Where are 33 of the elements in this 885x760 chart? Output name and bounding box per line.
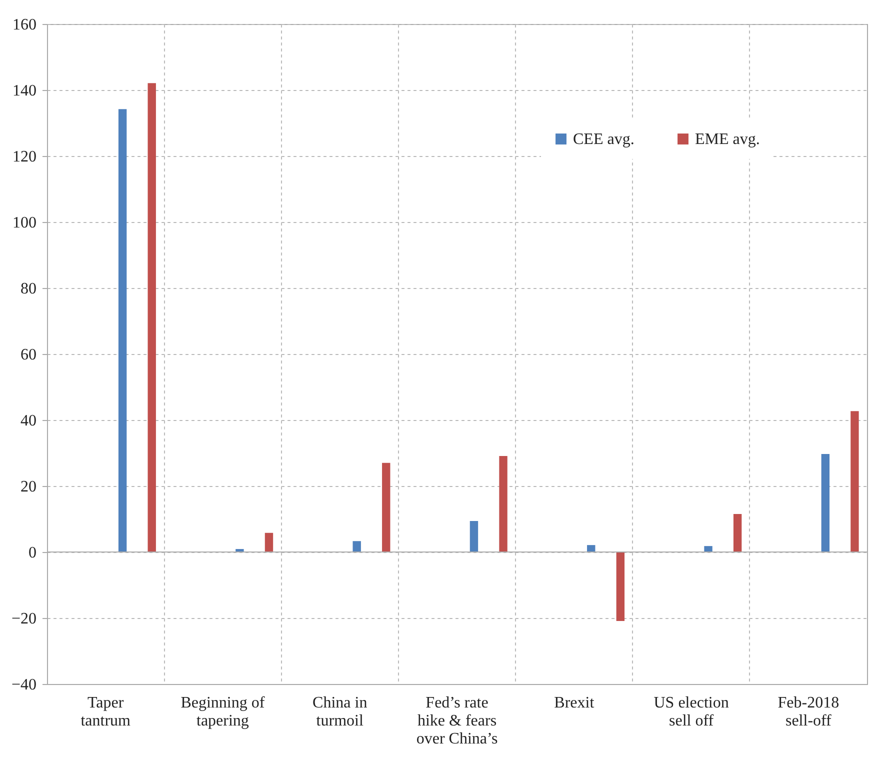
bar — [733, 514, 742, 552]
bar — [499, 456, 508, 552]
bar — [850, 411, 859, 552]
y-tick-label: 60 — [20, 346, 36, 364]
y-tick-label: 160 — [12, 16, 36, 34]
y-tick-label: 40 — [20, 412, 36, 430]
legend-label: EME avg. — [695, 131, 760, 148]
bar — [704, 546, 712, 552]
x-tick-label: US election sell off — [654, 694, 729, 730]
y-tick-label: 0 — [28, 544, 36, 562]
y-tick-label: 120 — [12, 148, 36, 166]
bar — [382, 462, 390, 552]
x-tick-label: Feb-2018 sell-off — [778, 694, 840, 730]
x-tick-label: Brexit — [554, 694, 595, 712]
x-tick-label: China in turmoil — [312, 694, 368, 730]
x-tick-label: Taper tantrum — [80, 694, 132, 730]
bar — [470, 520, 478, 552]
y-tick-label: 80 — [20, 280, 36, 298]
y-tick-label: −20 — [11, 610, 36, 628]
x-tick-label: Fed’s rate hike & fears over China’s — [416, 694, 498, 748]
bar — [118, 109, 127, 552]
bar — [587, 545, 596, 552]
y-tick-label: 100 — [12, 214, 36, 232]
bar — [821, 454, 830, 552]
bar — [264, 532, 274, 552]
x-tick-label: Beginning of tapering — [180, 694, 266, 730]
y-tick-label: −40 — [11, 676, 36, 694]
y-tick-label: 140 — [12, 82, 36, 100]
legend-label: CEE avg. — [573, 131, 634, 148]
bar — [148, 83, 156, 552]
bar — [616, 552, 625, 621]
bar — [352, 541, 361, 552]
y-tick-label: 20 — [20, 478, 36, 496]
